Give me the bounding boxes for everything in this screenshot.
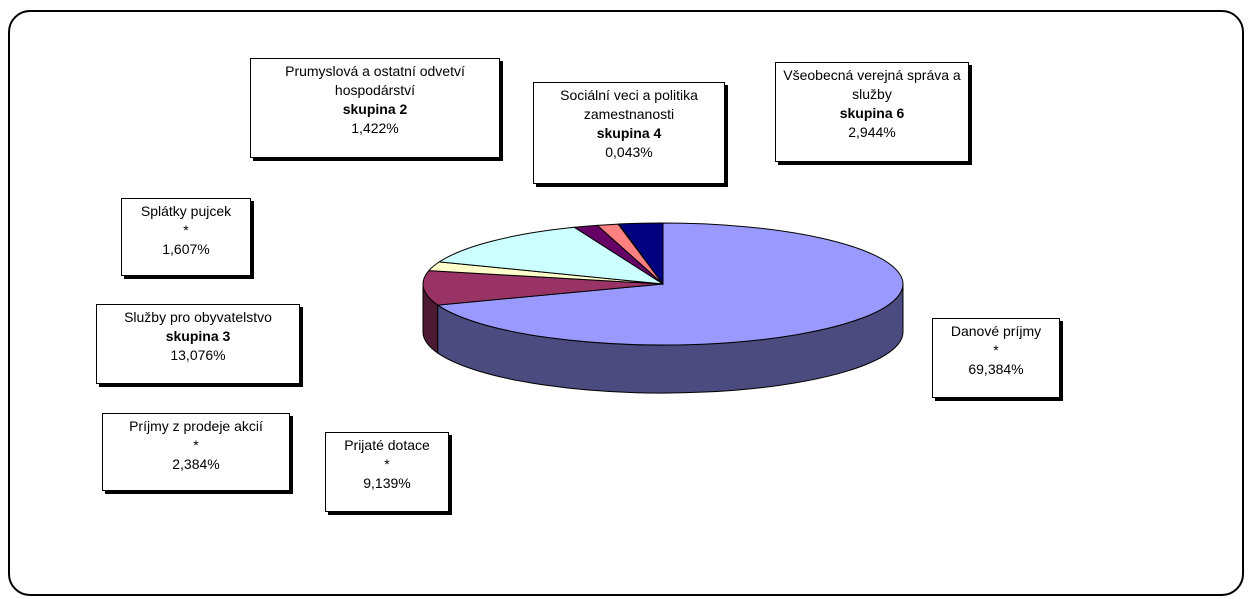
pie-slice-0 xyxy=(436,222,904,346)
label-box-prumyslova: Prumyslová a ostatní odvetví hospodárstv… xyxy=(250,58,500,158)
pie-slice-7 xyxy=(617,222,664,286)
pie-slice-3 xyxy=(437,226,664,285)
pie-slice-1 xyxy=(422,270,664,306)
label-box-prijmy-akcii: Príjmy z prodeje akcií * 2,384% xyxy=(102,413,290,491)
label-box-socialni: Sociální veci a politika zamestnanosti s… xyxy=(533,82,725,184)
label-box-danove: Danové príjmy * 69,384% xyxy=(932,318,1060,398)
label-box-vseobecna: Všeobecná verejná správa a služby skupin… xyxy=(775,62,969,162)
label-box-dotace: Prijaté dotace * 9,139% xyxy=(325,432,449,512)
label-box-sluzby: Služby pro obyvatelstvo skupina 3 13,076… xyxy=(96,304,300,384)
label-box-splatky: Splátky pujcek * 1,607% xyxy=(121,198,251,276)
